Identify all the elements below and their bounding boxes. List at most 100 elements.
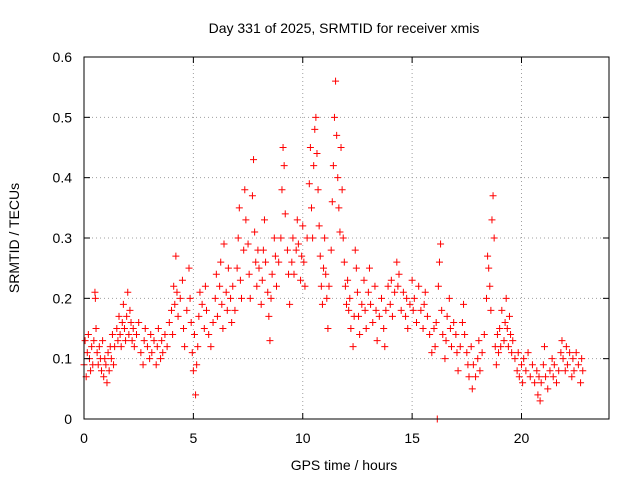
data-point: [148, 349, 156, 357]
data-point: [309, 234, 317, 242]
data-point: [189, 367, 197, 375]
data-point: [371, 282, 379, 290]
data-point: [300, 258, 308, 266]
data-point: [315, 222, 323, 230]
data-point: [294, 240, 302, 248]
data-point: [503, 325, 511, 332]
data-point: [507, 331, 515, 339]
data-point: [251, 228, 259, 236]
data-point: [528, 361, 536, 369]
data-point: [520, 355, 528, 363]
data-point: [185, 264, 193, 272]
data-point: [280, 162, 288, 170]
data-point: [413, 318, 420, 326]
data-point: [384, 282, 392, 290]
data-point: [207, 343, 215, 351]
data-point: [388, 312, 396, 320]
data-point: [174, 312, 182, 320]
data-point: [188, 349, 196, 357]
data-point: [557, 349, 565, 357]
data-point: [438, 306, 446, 314]
data-point: [248, 192, 256, 200]
data-point: [426, 331, 434, 339]
data-point: [314, 186, 322, 194]
data-point: [218, 300, 226, 308]
data-point: [200, 325, 208, 332]
data-point: [570, 367, 578, 375]
data-point: [526, 373, 534, 381]
data-point: [347, 325, 355, 332]
data-point: [568, 373, 576, 381]
data-point: [165, 318, 173, 326]
data-point: [311, 125, 319, 133]
data-point: [258, 276, 266, 284]
data-point: [198, 300, 206, 308]
data-point: [330, 113, 338, 121]
data-point: [454, 367, 462, 375]
data-point: [312, 113, 320, 121]
data-point: [577, 379, 585, 387]
data-point: [339, 234, 347, 242]
data-point: [428, 349, 436, 357]
data-point: [81, 337, 89, 345]
data-point: [140, 337, 148, 345]
data-point: [555, 367, 563, 375]
x-tick-label: 15: [404, 430, 420, 446]
data-point: [460, 300, 468, 308]
data-point: [181, 343, 189, 351]
data-point: [316, 252, 324, 260]
data-point: [497, 343, 505, 351]
data-point: [99, 337, 107, 345]
data-point: [472, 373, 480, 381]
y-tick-label: 0.5: [53, 109, 73, 125]
data-point: [386, 300, 394, 308]
x-tick-label: 5: [189, 430, 197, 446]
data-point: [157, 355, 165, 363]
data-point: [476, 367, 484, 375]
data-point: [186, 294, 194, 302]
data-point: [522, 367, 530, 375]
data-point: [509, 337, 517, 345]
data-point: [123, 312, 131, 320]
data-point: [95, 343, 103, 351]
data-point: [513, 367, 521, 375]
data-point: [223, 306, 231, 314]
data-point: [271, 252, 279, 260]
data-point: [278, 186, 286, 194]
data-point: [116, 331, 124, 339]
data-point: [561, 367, 569, 375]
data-point: [110, 361, 118, 369]
data-point: [154, 325, 162, 332]
chart-title: Day 331 of 2025, SRMTID for receiver xmi…: [209, 20, 480, 36]
data-point: [219, 325, 227, 332]
data-point: [550, 361, 558, 369]
data-point: [324, 325, 332, 332]
data-point: [539, 361, 547, 369]
data-point: [378, 294, 385, 302]
data-point: [468, 385, 476, 393]
data-point: [480, 331, 488, 339]
data-point: [329, 162, 337, 170]
y-tick-label: 0.2: [53, 290, 73, 306]
data-point: [501, 318, 509, 326]
data-point: [328, 198, 336, 206]
data-point: [488, 216, 496, 224]
data-point: [463, 349, 471, 357]
data-point: [394, 282, 402, 290]
data-point: [346, 294, 354, 302]
data-point: [344, 276, 352, 284]
data-point: [519, 379, 527, 387]
data-point: [533, 367, 541, 375]
data-point: [233, 264, 241, 272]
data-point: [93, 349, 101, 357]
data-point: [535, 373, 543, 381]
data-point: [114, 337, 122, 345]
data-point: [305, 180, 313, 188]
data-point: [351, 246, 359, 254]
data-point: [320, 264, 328, 272]
data-point: [228, 318, 236, 326]
data-point: [355, 312, 363, 320]
data-point: [338, 186, 346, 194]
data-point: [83, 349, 91, 357]
